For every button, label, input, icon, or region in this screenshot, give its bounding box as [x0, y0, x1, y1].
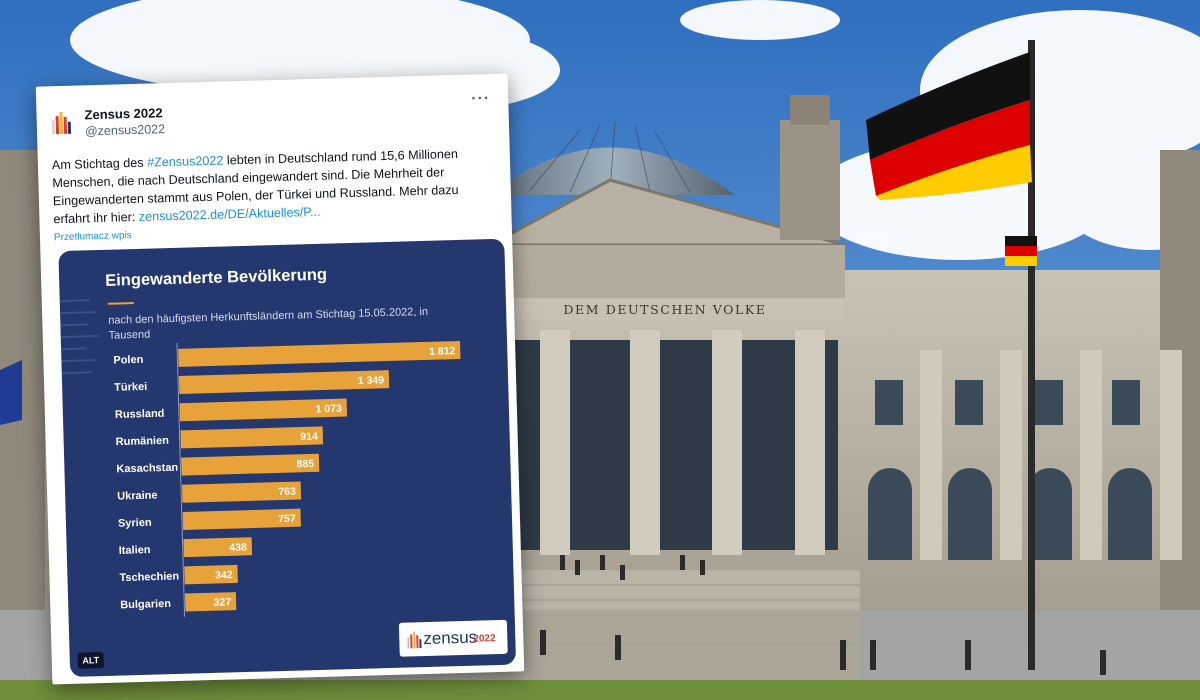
value-label: 885 — [296, 458, 314, 470]
value-label: 914 — [300, 431, 318, 443]
more-dots-icon[interactable]: ··· — [471, 90, 491, 108]
value-label: 327 — [213, 596, 231, 608]
decorative-lines — [59, 299, 99, 375]
value-label: 763 — [278, 486, 296, 498]
tweet-card[interactable]: Zensus 2022 @zensus2022 ··· Am Stichtag … — [35, 73, 525, 685]
value-label: 757 — [278, 513, 296, 525]
category-label: Tschechien — [119, 570, 179, 584]
hashtag-link[interactable]: #Zensus2022 — [146, 153, 224, 170]
bar — [181, 453, 320, 476]
bar-chart: Polen 1 812 Türkei 1 349 Russland 1 073 Rumäni… — [113, 340, 461, 617]
tweet-text: Am Stichtag des #Zensus2022 lebten in De… — [52, 144, 494, 228]
bar — [178, 340, 461, 367]
logo-year: 2022 — [473, 633, 496, 645]
zensus-bars-icon — [407, 631, 422, 649]
zensus-logo: zensus 2022 — [398, 619, 508, 657]
chart-axis-line — [176, 342, 186, 617]
bar — [183, 537, 253, 558]
translate-link[interactable]: Przetłumacz wpis — [53, 230, 132, 244]
building-inscription: DEM DEUTSCHEN VOLKE — [563, 302, 766, 317]
article-link[interactable]: zensus2022.de/DE/Aktuelles/P... — [138, 204, 321, 224]
value-label: 1 349 — [358, 374, 385, 387]
category-label: Ukraine — [117, 489, 158, 502]
zensus-logo-icon — [51, 111, 72, 135]
category-label: Russland — [115, 408, 165, 421]
category-label: Rumänien — [116, 435, 170, 448]
author-handle[interactable]: @zensus2022 — [84, 122, 166, 139]
category-label: Türkei — [114, 381, 147, 394]
bar — [184, 564, 238, 585]
category-label: Kasachstan — [116, 462, 178, 476]
category-label: Bulgarien — [120, 598, 171, 611]
bar — [180, 426, 324, 449]
category-label: Polen — [113, 354, 144, 367]
value-label: 1 073 — [315, 403, 342, 416]
tweet-header: Zensus 2022 @zensus2022 ··· — [50, 90, 491, 148]
category-label: Italien — [119, 544, 151, 557]
alt-text-button[interactable]: ALT — [77, 652, 105, 669]
value-label: 1 812 — [429, 345, 456, 358]
logo-word: zensus — [423, 627, 478, 649]
bar — [184, 592, 237, 612]
bar — [181, 481, 302, 503]
bar — [182, 508, 301, 530]
value-label: 342 — [215, 569, 233, 581]
value-label: 438 — [229, 541, 247, 553]
category-label: Syrien — [118, 517, 152, 530]
bar — [178, 370, 390, 395]
germany-flag-icon — [866, 52, 1032, 200]
tweet-text-intro: Am Stichtag des — [51, 155, 148, 173]
chart-image[interactable]: Eingewanderte Bevölkerung nach den häufi… — [58, 238, 517, 677]
author-name[interactable]: Zensus 2022 — [84, 105, 163, 123]
bar — [179, 398, 348, 422]
